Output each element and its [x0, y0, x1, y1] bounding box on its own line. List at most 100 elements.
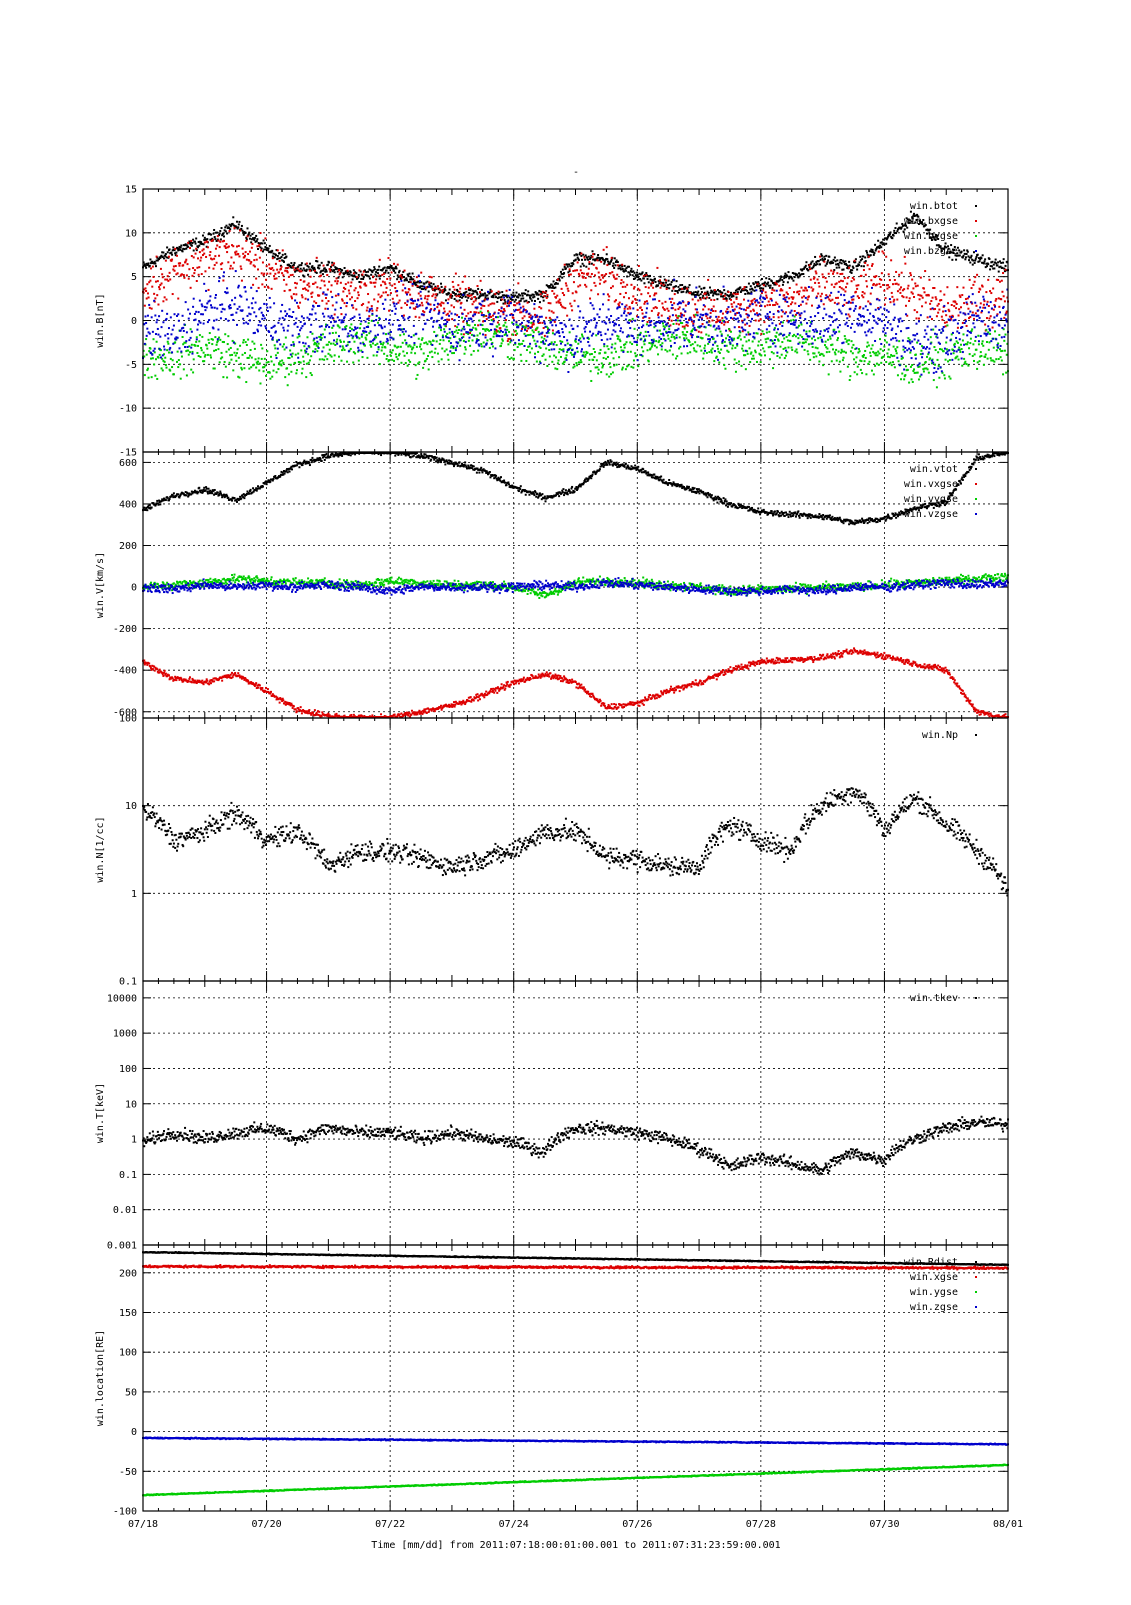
data-point	[819, 256, 821, 258]
data-point	[995, 300, 997, 302]
data-point	[318, 347, 320, 349]
data-point	[846, 340, 848, 342]
data-point	[607, 356, 609, 358]
data-point	[377, 322, 379, 324]
data-point	[358, 274, 360, 276]
data-point	[256, 238, 258, 240]
data-point	[988, 317, 990, 319]
data-point	[521, 343, 523, 345]
data-point	[480, 304, 482, 306]
data-point	[563, 294, 565, 296]
data-point	[414, 282, 416, 284]
data-point	[285, 267, 287, 269]
data-point	[661, 315, 663, 317]
data-point	[745, 368, 747, 370]
data-point	[245, 251, 247, 253]
data-point	[494, 347, 496, 349]
data-point	[353, 316, 355, 318]
data-point	[708, 351, 710, 353]
data-point	[457, 342, 459, 344]
data-point	[783, 337, 785, 339]
data-point	[514, 301, 516, 303]
data-point	[851, 272, 853, 274]
data-point	[471, 297, 473, 299]
data-point	[394, 305, 396, 307]
data-point	[452, 333, 454, 335]
data-point	[273, 364, 275, 366]
data-point	[224, 361, 226, 363]
data-point	[706, 352, 708, 354]
data-point	[886, 352, 888, 354]
data-point	[276, 269, 278, 271]
data-point	[841, 273, 843, 275]
data-point	[391, 337, 393, 339]
data-point	[858, 264, 860, 266]
data-point	[368, 332, 370, 334]
data-point	[514, 349, 516, 351]
data-point	[606, 253, 608, 255]
data-point	[869, 361, 871, 363]
data-point	[606, 373, 608, 375]
data-point	[831, 360, 833, 362]
data-point	[313, 339, 315, 341]
data-point	[517, 309, 519, 311]
data-point	[629, 319, 631, 321]
data-point	[519, 323, 521, 325]
data-point	[828, 273, 830, 275]
data-point	[642, 313, 644, 315]
data-point	[363, 327, 365, 329]
data-point	[520, 307, 522, 309]
data-point	[290, 364, 292, 366]
data-point	[886, 341, 888, 343]
data-point	[269, 372, 271, 374]
data-point	[305, 351, 307, 353]
data-point	[360, 278, 362, 280]
data-point	[214, 255, 216, 257]
data-point	[632, 295, 634, 297]
data-point	[192, 267, 194, 269]
data-point	[378, 266, 380, 268]
data-point	[592, 253, 594, 255]
data-point	[404, 287, 406, 289]
data-point	[651, 346, 653, 348]
data-point	[788, 346, 790, 348]
data-point	[308, 286, 310, 288]
data-point	[514, 304, 516, 306]
data-point	[289, 289, 291, 291]
data-point	[352, 361, 354, 363]
data-point	[583, 265, 585, 267]
data-point	[164, 335, 166, 337]
data-point	[183, 248, 185, 250]
data-point	[861, 372, 863, 374]
data-point	[528, 321, 530, 323]
data-point	[583, 273, 585, 275]
data-point	[255, 315, 257, 317]
data-point	[361, 334, 363, 336]
data-point	[567, 290, 569, 292]
data-point	[422, 288, 424, 290]
data-point	[284, 348, 286, 350]
data-point	[846, 302, 848, 304]
data-point	[654, 278, 656, 280]
data-point	[863, 265, 865, 267]
data-point	[482, 333, 484, 335]
data-point	[434, 308, 436, 310]
data-point	[318, 343, 320, 345]
data-point	[511, 340, 513, 342]
data-point	[541, 322, 543, 324]
data-point	[274, 273, 276, 275]
data-point	[726, 300, 728, 302]
data-point	[187, 350, 189, 352]
data-point	[938, 365, 940, 367]
data-point	[319, 339, 321, 341]
data-point	[805, 287, 807, 289]
data-point	[394, 287, 396, 289]
data-point	[534, 300, 536, 302]
data-point	[629, 272, 631, 274]
data-point	[327, 264, 329, 266]
data-point	[668, 287, 670, 289]
data-point	[661, 302, 663, 304]
data-point	[792, 319, 794, 321]
data-point	[402, 342, 404, 344]
data-point	[149, 307, 151, 309]
